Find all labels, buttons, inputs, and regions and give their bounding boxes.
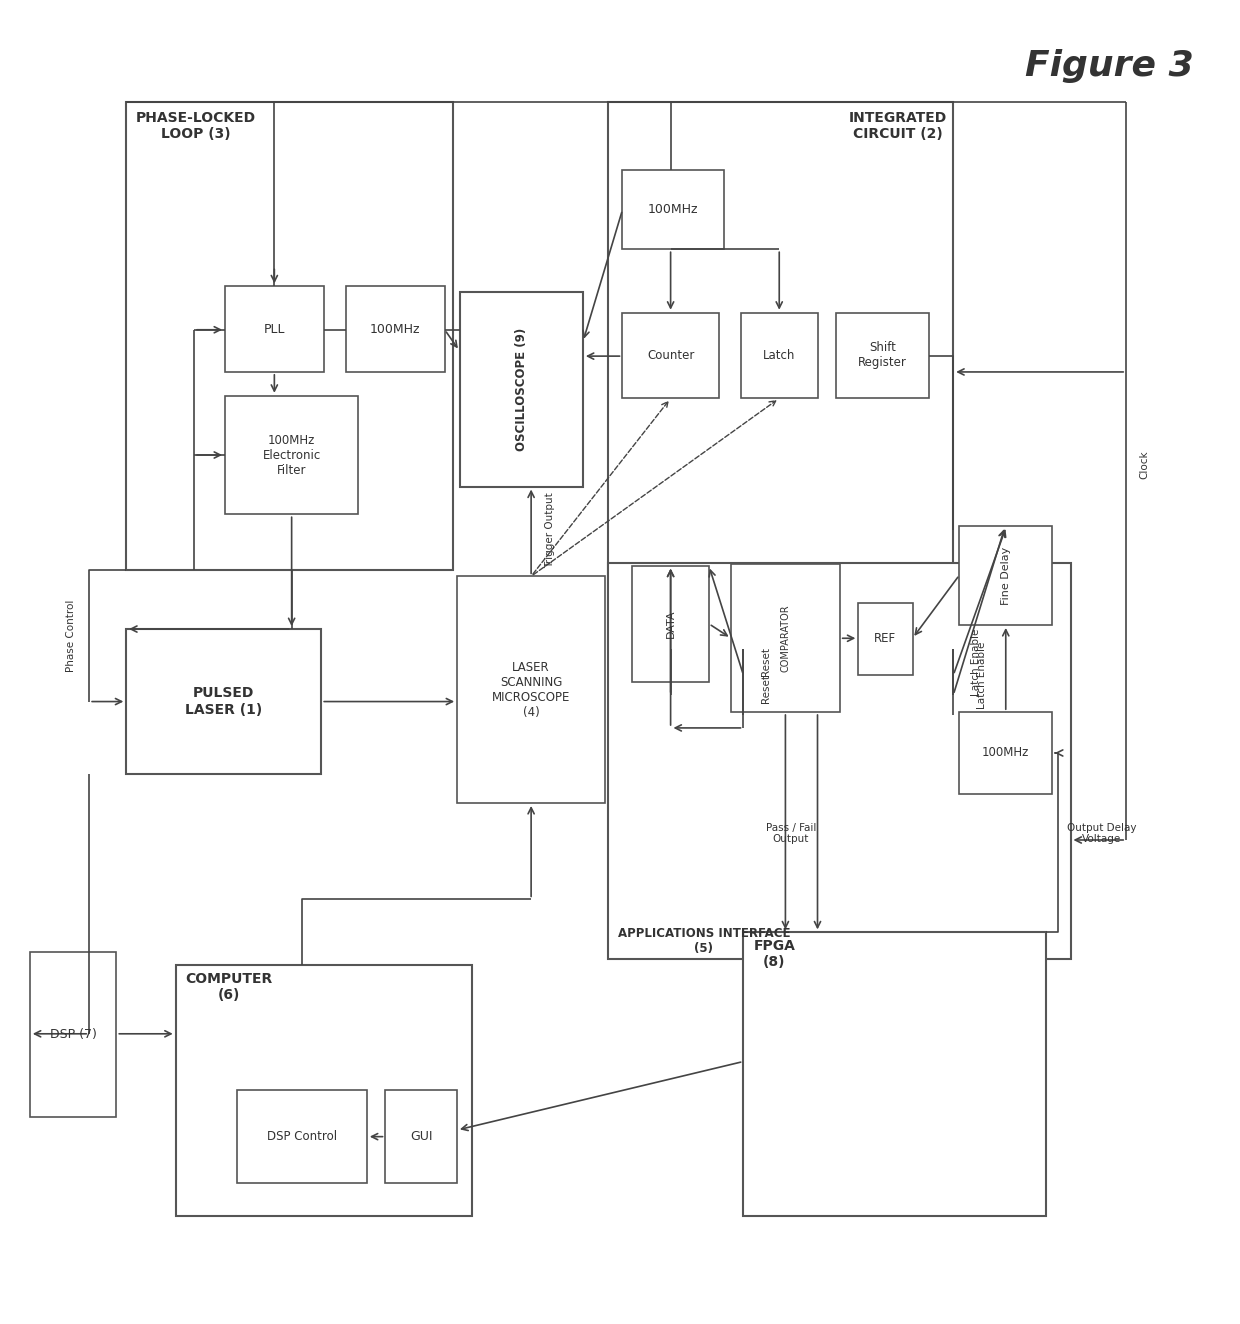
Text: OSCILLOSCOPE (9): OSCILLOSCOPE (9) <box>515 327 528 450</box>
Text: PHASE-LOCKED
LOOP (3): PHASE-LOCKED LOOP (3) <box>136 111 257 142</box>
FancyBboxPatch shape <box>732 564 839 712</box>
Text: PULSED
LASER (1): PULSED LASER (1) <box>185 686 263 716</box>
Text: Clock: Clock <box>1140 450 1149 478</box>
Text: GUI: GUI <box>410 1131 433 1143</box>
Text: Counter: Counter <box>647 350 694 361</box>
Text: Phase Control: Phase Control <box>66 600 76 671</box>
FancyBboxPatch shape <box>126 629 321 775</box>
FancyBboxPatch shape <box>458 576 605 804</box>
FancyBboxPatch shape <box>836 312 929 399</box>
Text: Shift
Register: Shift Register <box>858 342 906 369</box>
Text: COMPUTER
(6): COMPUTER (6) <box>186 972 273 1002</box>
Text: APPLICATIONS INTERFACE
(5): APPLICATIONS INTERFACE (5) <box>618 927 790 955</box>
FancyBboxPatch shape <box>960 526 1052 625</box>
Text: Output Delay
Voltage: Output Delay Voltage <box>1066 822 1136 845</box>
Text: Reset: Reset <box>760 674 771 703</box>
Text: Fine Delay: Fine Delay <box>1001 547 1011 605</box>
FancyBboxPatch shape <box>960 712 1052 794</box>
FancyBboxPatch shape <box>622 171 724 249</box>
FancyBboxPatch shape <box>346 286 445 372</box>
FancyBboxPatch shape <box>460 291 583 487</box>
FancyBboxPatch shape <box>858 602 913 675</box>
Text: Trigger Output: Trigger Output <box>544 493 554 568</box>
FancyBboxPatch shape <box>386 1091 458 1182</box>
Text: REF: REF <box>874 633 897 645</box>
FancyBboxPatch shape <box>224 286 324 372</box>
Text: 100MHz: 100MHz <box>370 323 420 335</box>
Text: FPGA
(8): FPGA (8) <box>754 939 795 969</box>
FancyBboxPatch shape <box>632 565 709 682</box>
Text: DATA: DATA <box>666 609 676 638</box>
FancyBboxPatch shape <box>30 952 117 1117</box>
FancyBboxPatch shape <box>126 102 454 569</box>
Text: LASER
SCANNING
MICROSCOPE
(4): LASER SCANNING MICROSCOPE (4) <box>492 661 570 719</box>
FancyBboxPatch shape <box>608 563 1070 959</box>
Text: 100MHz: 100MHz <box>647 204 698 216</box>
FancyBboxPatch shape <box>176 965 472 1215</box>
Text: Latch Enable: Latch Enable <box>971 629 981 695</box>
Text: Latch: Latch <box>763 350 795 361</box>
Text: Pass / Fail
Output: Pass / Fail Output <box>765 822 816 845</box>
FancyBboxPatch shape <box>224 396 358 514</box>
FancyBboxPatch shape <box>237 1091 367 1182</box>
FancyBboxPatch shape <box>622 312 719 399</box>
Text: 100MHz: 100MHz <box>982 747 1029 760</box>
Text: Figure 3: Figure 3 <box>1025 49 1194 83</box>
FancyBboxPatch shape <box>742 312 817 399</box>
Text: Latch Enable: Latch Enable <box>977 642 987 708</box>
FancyBboxPatch shape <box>744 932 1045 1215</box>
FancyBboxPatch shape <box>608 102 954 649</box>
Text: INTEGRATED
CIRCUIT (2): INTEGRATED CIRCUIT (2) <box>849 111 947 142</box>
Text: COMPARATOR: COMPARATOR <box>780 605 790 673</box>
Text: 100MHz
Electronic
Filter: 100MHz Electronic Filter <box>263 433 321 477</box>
Text: DSP Control: DSP Control <box>267 1131 337 1143</box>
Text: DSP (7): DSP (7) <box>50 1027 97 1041</box>
Text: PLL: PLL <box>264 323 285 335</box>
Text: Reset: Reset <box>760 647 771 677</box>
